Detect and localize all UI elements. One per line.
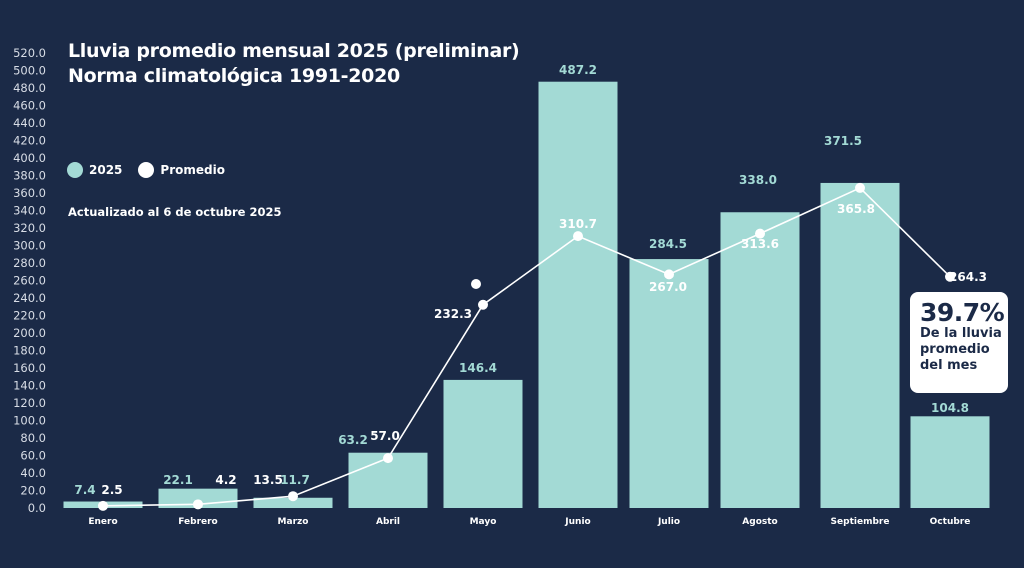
promedio-point	[478, 299, 488, 310]
y-tick-label: 140.0	[13, 379, 46, 393]
bar-value-label: 284.5	[649, 237, 687, 251]
x-tick-label: Agosto	[742, 517, 777, 527]
bar-agosto	[720, 212, 800, 508]
bar-value-label: 11.7	[280, 473, 310, 487]
chart-subtitle: Norma climatológica 1991-2020	[68, 65, 400, 87]
y-tick-label: 460.0	[13, 99, 46, 113]
callout-text-2: promedio	[920, 342, 990, 357]
y-tick-label: 20.0	[20, 484, 46, 498]
promedio-value-label: 310.7	[559, 217, 597, 231]
y-tick-label: 0.0	[28, 501, 46, 515]
x-tick-label: Febrero	[178, 517, 218, 527]
bar-value-label: 338.0	[739, 173, 777, 187]
y-tick-label: 80.0	[20, 431, 46, 445]
bar-value-label: 7.4	[74, 483, 95, 497]
legend: 2025 Promedio	[67, 162, 225, 178]
x-tick-label: Julio	[657, 517, 680, 527]
x-tick-label: Octubre	[930, 517, 971, 527]
bar-value-label: 104.8	[931, 401, 969, 415]
promedio-value-label: 267.0	[649, 280, 687, 294]
bar-julio	[629, 259, 709, 508]
y-tick-label: 160.0	[13, 361, 46, 375]
promedio-point	[573, 231, 583, 242]
legend-label-2025: 2025	[89, 163, 123, 177]
promedio-point	[945, 271, 955, 282]
legend-label-promedio: Promedio	[160, 163, 225, 177]
promedio-line	[98, 182, 955, 511]
promedio-marker-mayo	[471, 279, 481, 289]
promedio-point	[98, 500, 108, 511]
x-tick-label: Septiembre	[831, 517, 890, 527]
bar-value-label: 371.5	[824, 134, 862, 148]
promedio-point	[855, 182, 865, 193]
updated-note: Actualizado al 6 de octubre 2025	[68, 205, 282, 219]
legend-swatch-2025	[67, 162, 83, 178]
x-axis: Enero Febrero Marzo Abril Mayo Junio Julio Agos…	[88, 517, 970, 527]
y-tick-label: 280.0	[13, 256, 46, 270]
promedio-value-label: 232.3	[434, 307, 472, 321]
y-tick-label: 240.0	[13, 291, 46, 305]
y-tick-label: 420.0	[13, 134, 46, 148]
y-tick-label: 320.0	[13, 221, 46, 235]
promedio-point	[288, 491, 298, 502]
y-tick-label: 400.0	[13, 151, 46, 165]
callout-text-1: De la lluvia	[920, 326, 1002, 341]
promedio-value-label: 2.5	[101, 483, 122, 497]
promedio-value-label: 13.5	[253, 473, 283, 487]
bar-junio	[538, 81, 618, 508]
x-tick-label: Mayo	[470, 517, 497, 527]
bar-octubre	[910, 416, 990, 508]
y-tick-label: 380.0	[13, 169, 46, 183]
bar-mayo	[443, 379, 523, 508]
y-tick-label: 180.0	[13, 344, 46, 358]
y-tick-label: 60.0	[20, 449, 46, 463]
y-tick-label: 120.0	[13, 396, 46, 410]
promedio-line-path	[102, 186, 951, 507]
y-tick-label: 260.0	[13, 274, 46, 288]
x-tick-label: Abril	[376, 517, 400, 527]
promedio-point	[664, 269, 674, 280]
y-tick-label: 340.0	[13, 204, 46, 218]
x-tick-label: Enero	[88, 517, 117, 527]
y-axis: 0.0 20.0 40.0 60.0 80.0 100.0 120.0 140.0 160.0 1…	[13, 46, 46, 515]
chart-title: Lluvia promedio mensual 2025 (preliminar…	[68, 40, 520, 62]
bar-value-label: 146.4	[459, 361, 497, 375]
x-tick-label: Marzo	[278, 517, 309, 527]
promedio-point	[755, 228, 765, 239]
data-labels: 7.4 22.1 11.7 63.2 146.4 487.2 284.5 338.0 371.5…	[74, 63, 987, 497]
y-tick-label: 300.0	[13, 239, 46, 253]
y-tick-label: 200.0	[13, 326, 46, 340]
bar-value-label: 22.1	[163, 473, 193, 487]
y-tick-label: 360.0	[13, 186, 46, 200]
x-tick-label: Junio	[564, 517, 590, 527]
percent-callout: 39.7% De la lluvia promedio del mes	[910, 292, 1008, 393]
y-tick-label: 40.0	[20, 466, 46, 480]
promedio-point	[383, 453, 393, 464]
callout-text-3: del mes	[920, 358, 978, 373]
y-tick-label: 520.0	[13, 46, 46, 60]
bar-septiembre	[820, 182, 900, 508]
y-tick-label: 440.0	[13, 116, 46, 130]
y-tick-label: 220.0	[13, 309, 46, 323]
bar-value-label: 63.2	[338, 433, 368, 447]
callout-percent: 39.7%	[920, 298, 1005, 327]
y-tick-label: 100.0	[13, 414, 46, 428]
promedio-value-label: 264.3	[949, 270, 987, 284]
promedio-value-label: 4.2	[215, 473, 236, 487]
promedio-value-label: 57.0	[370, 429, 400, 443]
legend-swatch-promedio	[138, 162, 155, 178]
bar-marzo	[253, 497, 333, 508]
promedio-point	[193, 499, 203, 510]
y-tick-label: 500.0	[13, 64, 46, 78]
bar-value-label: 487.2	[559, 63, 597, 77]
bars-2025	[63, 81, 990, 508]
promedio-value-label: 365.8	[837, 202, 875, 216]
promedio-value-label: 313.6	[741, 237, 779, 251]
y-tick-label: 480.0	[13, 81, 46, 95]
